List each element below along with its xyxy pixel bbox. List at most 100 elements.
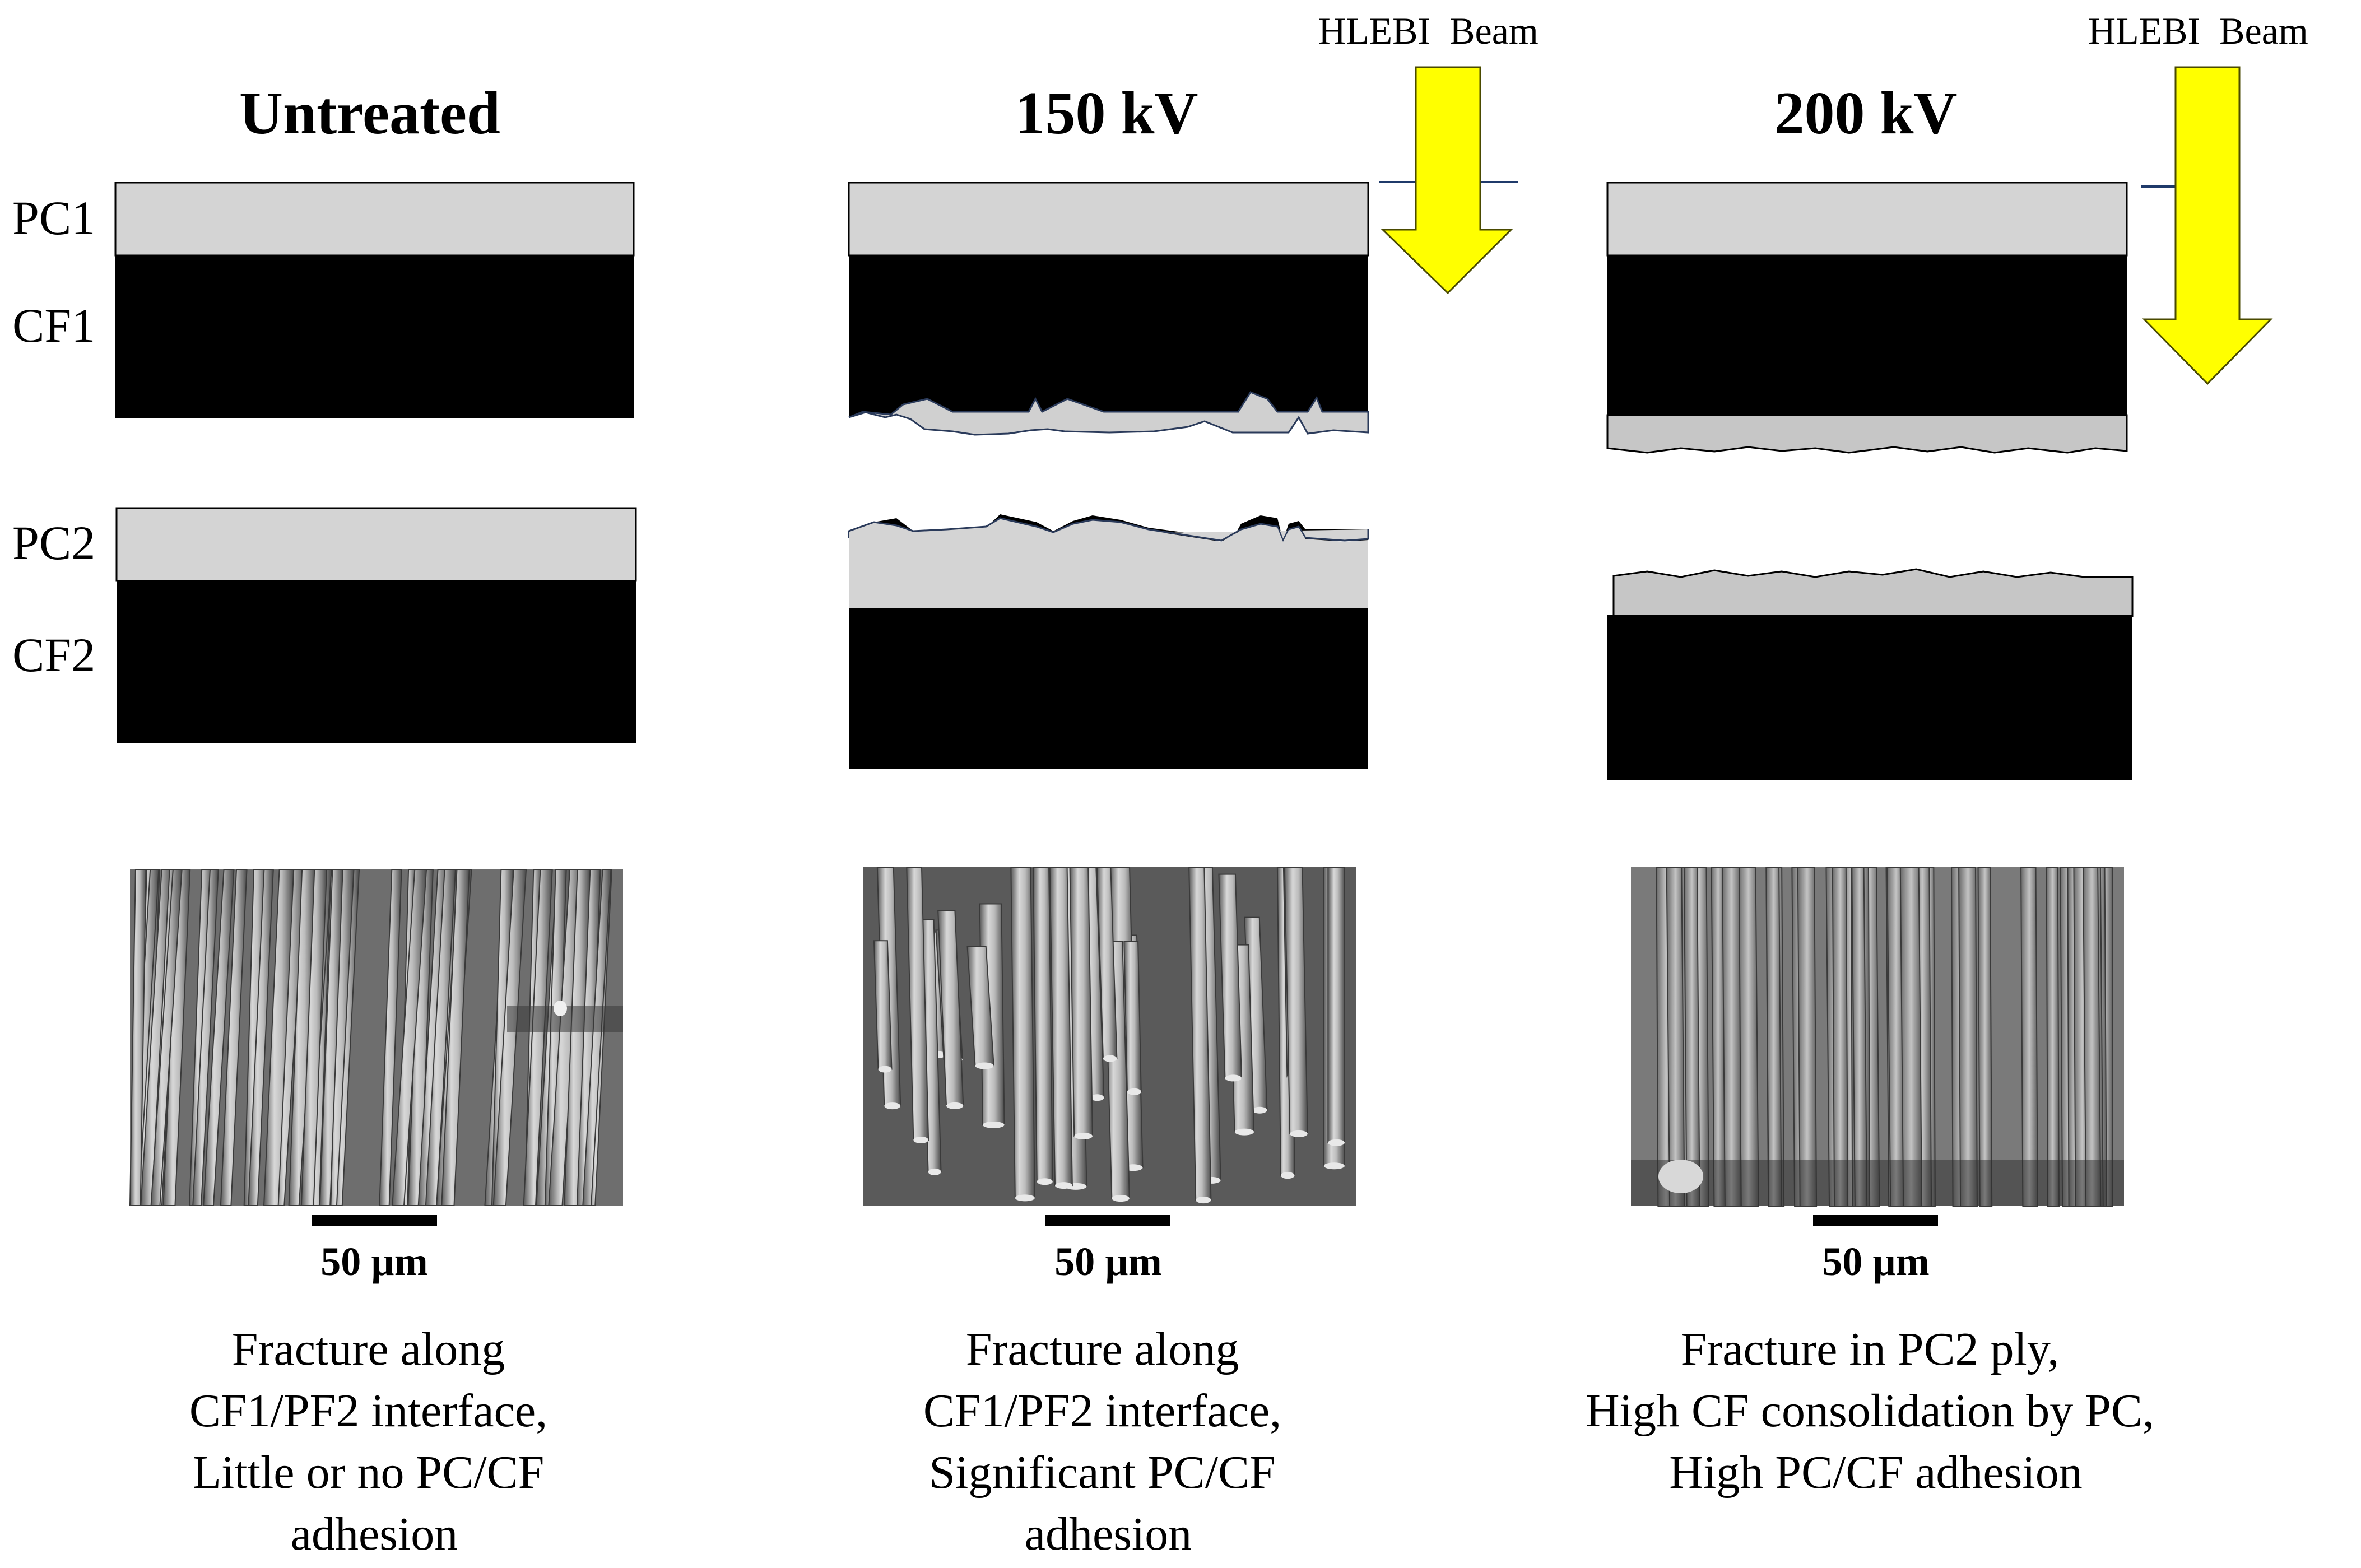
fiber-bundle bbox=[873, 867, 1345, 1204]
pc1-layer bbox=[114, 182, 635, 257]
caption-line: Fracture along bbox=[232, 1323, 505, 1375]
untreated-upper-laminate bbox=[114, 182, 635, 418]
caption-200kv: Fracture in PC2 ply, High CF consolidati… bbox=[1586, 1323, 2166, 1499]
fiber-end bbox=[1037, 1178, 1053, 1185]
fiber bbox=[129, 869, 147, 1206]
fiber bbox=[1683, 867, 1700, 1207]
untreated-lower-laminate bbox=[115, 507, 637, 743]
fiber bbox=[392, 869, 427, 1206]
caption-line: CF1/PF2 interface, bbox=[923, 1385, 1281, 1437]
sem-image-untreated bbox=[129, 869, 623, 1206]
fiber-end bbox=[1055, 1182, 1072, 1189]
fiber bbox=[1327, 867, 1345, 1143]
fiber bbox=[873, 940, 893, 1070]
fiber bbox=[1899, 867, 1923, 1207]
caption-line: adhesion bbox=[1025, 1508, 1192, 1560]
150kv-beam-indicator: HLEBI Beam bbox=[1318, 10, 1539, 295]
fiber bbox=[1977, 867, 1993, 1207]
caption-line: adhesion bbox=[291, 1508, 458, 1560]
pc-fragment-white-gap bbox=[843, 426, 850, 443]
caption-line: Fracture in PC2 ply, bbox=[1681, 1323, 2060, 1375]
fiber bbox=[2082, 867, 2102, 1207]
fiber bbox=[582, 869, 612, 1206]
fiber bbox=[1010, 867, 1035, 1199]
cf2-layer bbox=[849, 608, 1368, 769]
cf2-layer bbox=[117, 581, 636, 743]
fiber bbox=[564, 869, 591, 1206]
fiber-end bbox=[1090, 1094, 1104, 1101]
fiber bbox=[192, 869, 219, 1206]
caption-line: CF1/PF2 interface, bbox=[189, 1385, 547, 1437]
fiber-end bbox=[975, 1062, 994, 1069]
debris-particle bbox=[1658, 1160, 1703, 1193]
caption-untreated: Fracture along CF1/PF2 interface, Little… bbox=[189, 1323, 559, 1560]
fiber bbox=[2020, 867, 2038, 1207]
pc2-layer-body bbox=[849, 519, 1368, 608]
beam-arrow-icon bbox=[2142, 66, 2273, 385]
fiber-end bbox=[884, 1102, 901, 1110]
fiber-end bbox=[1225, 1074, 1242, 1082]
fiber bbox=[441, 869, 470, 1206]
fiber bbox=[523, 869, 553, 1206]
beam-label: HLEBI Beam bbox=[2088, 10, 2308, 52]
fiber bbox=[379, 869, 402, 1206]
fiber bbox=[248, 869, 274, 1206]
cf2-layer bbox=[1607, 615, 2132, 780]
fiber bbox=[2046, 867, 2060, 1207]
fiber bbox=[1851, 867, 1868, 1207]
pc2-layer-fractured bbox=[1612, 568, 2134, 617]
caption-line: High CF consolidation by PC, bbox=[1586, 1385, 2154, 1437]
fiber bbox=[1049, 867, 1073, 1187]
fiber-end bbox=[1074, 1133, 1093, 1140]
fiber-end bbox=[1196, 1197, 1211, 1204]
fiber bbox=[492, 869, 527, 1206]
fiber bbox=[425, 869, 457, 1206]
fiber-end bbox=[1127, 1088, 1141, 1095]
fiber-end bbox=[878, 1066, 892, 1073]
ply-label-cf1: CF1 bbox=[12, 299, 95, 352]
scale-bar-label: 50 µm bbox=[320, 1239, 427, 1284]
fiber-end bbox=[1103, 1055, 1117, 1062]
pc1-layer bbox=[1606, 182, 2128, 257]
fiber bbox=[150, 869, 183, 1206]
fiber-end bbox=[928, 1168, 941, 1175]
cf1-layer-fractured bbox=[849, 255, 1368, 417]
200kv-lower-laminate bbox=[1607, 568, 2134, 780]
caption-line: Little or no PC/CF bbox=[193, 1446, 545, 1499]
fiber-end bbox=[1112, 1195, 1130, 1202]
fiber bbox=[300, 869, 328, 1206]
caption-150kv: Fracture along CF1/PF2 interface, Signif… bbox=[923, 1323, 1293, 1560]
fiber bbox=[1666, 867, 1685, 1207]
fiber bbox=[1737, 867, 1759, 1207]
fiber-end bbox=[982, 1121, 1005, 1128]
fiber bbox=[1033, 867, 1053, 1183]
scale-bar-200kv: 50 µm bbox=[1813, 1215, 1938, 1284]
sem-image-150kv bbox=[863, 867, 1356, 1206]
fiber bbox=[203, 869, 235, 1206]
column-title-150kv: 150 kV bbox=[1015, 80, 1198, 147]
fiber bbox=[220, 869, 248, 1206]
beam-label: HLEBI Beam bbox=[1318, 10, 1539, 52]
fiber-bundle bbox=[129, 869, 613, 1206]
column-title-200kv: 200 kV bbox=[1774, 80, 1957, 147]
fiber bbox=[1832, 867, 1849, 1207]
debris-particle bbox=[554, 1001, 567, 1016]
fiber bbox=[263, 869, 295, 1206]
fiber-end bbox=[913, 1136, 929, 1143]
fiber bbox=[1797, 867, 1818, 1207]
fiber bbox=[1096, 867, 1118, 1059]
beam-arrow-icon bbox=[1381, 66, 1513, 295]
fiber bbox=[1069, 867, 1094, 1137]
fiber-end bbox=[1252, 1106, 1267, 1114]
200kv-upper-laminate bbox=[1606, 182, 2128, 454]
150kv-lower-laminate bbox=[848, 514, 1369, 769]
pc-fragment-on-cf1 bbox=[848, 391, 1369, 436]
caption-line: Significant PC/CF bbox=[929, 1446, 1275, 1499]
ply-label-cf2: CF2 bbox=[12, 628, 95, 682]
scale-bar-150kv: 50 µm bbox=[1045, 1215, 1170, 1284]
caption-line: Fracture along bbox=[966, 1323, 1239, 1375]
pc-fragment-on-cf1 bbox=[1606, 414, 2128, 454]
fiber-end bbox=[1234, 1128, 1254, 1136]
fiber bbox=[1958, 867, 1978, 1207]
